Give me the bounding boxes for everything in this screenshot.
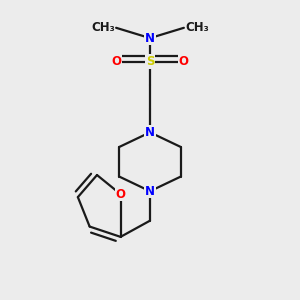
- Text: S: S: [146, 55, 154, 68]
- Text: O: O: [179, 55, 189, 68]
- Text: N: N: [145, 32, 155, 45]
- Text: N: N: [145, 126, 155, 139]
- Text: O: O: [116, 188, 126, 201]
- Text: O: O: [111, 55, 121, 68]
- Text: CH₃: CH₃: [91, 21, 115, 34]
- Text: N: N: [145, 185, 155, 198]
- Text: CH₃: CH₃: [185, 21, 209, 34]
